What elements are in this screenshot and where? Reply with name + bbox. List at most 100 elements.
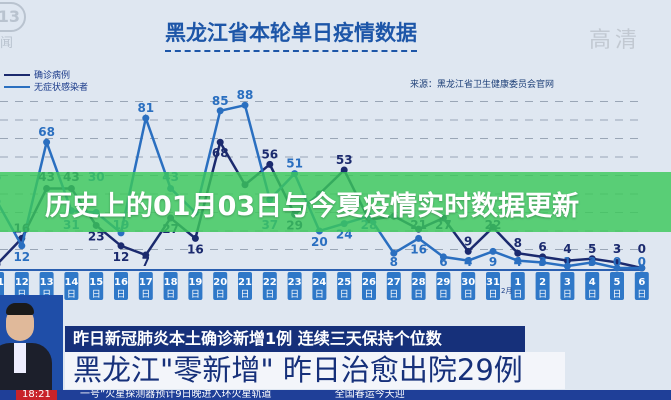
data-label: 53 [336, 153, 353, 167]
x-tick-box [560, 272, 575, 300]
data-label: 16 [187, 242, 204, 256]
data-point [216, 107, 224, 115]
ticker-item: 一号”火星探测器预计9日晚进入环火星轨道 [80, 390, 272, 400]
chart-source: 来源：黑龙江省卫生健康委员会官网 [410, 80, 555, 90]
data-label: 0 [613, 255, 621, 269]
data-label: 68 [212, 146, 229, 160]
x-tick-label: 20 [213, 277, 227, 288]
x-tick-label: 21 [238, 277, 252, 288]
x-tick-label: 25 [337, 277, 351, 288]
data-point [216, 138, 224, 146]
data-label: 0 [638, 255, 646, 269]
x-tick-box [535, 272, 550, 300]
x-tick-label: 2 [539, 277, 546, 288]
x-tick-box [64, 272, 79, 300]
data-label: 7 [142, 255, 150, 269]
headline-sub: 昨日新冠肺炎本土确诊新增1例 连续三天保持个位数 [65, 326, 525, 352]
data-label: 4 [563, 242, 571, 256]
legend-label: 确诊病例 [34, 71, 71, 81]
data-point [191, 234, 199, 242]
data-label: 56 [261, 147, 278, 161]
x-tick-suffix: 日 [538, 289, 547, 300]
x-tick-suffix: 日 [67, 289, 76, 300]
data-label: 4 [464, 255, 472, 269]
x-tick-suffix: 日 [265, 289, 274, 300]
x-tick-suffix: 日 [414, 289, 423, 300]
x-tick-label: 24 [312, 277, 326, 288]
data-point [439, 253, 447, 261]
x-tick-box [287, 272, 302, 300]
x-tick-suffix: 日 [612, 289, 621, 300]
data-point [514, 257, 522, 265]
x-tick-label: 23 [288, 277, 302, 288]
x-tick-suffix: 日 [116, 289, 125, 300]
data-label: 6 [439, 255, 447, 269]
x-tick-box [436, 272, 451, 300]
x-tick-box [486, 272, 500, 300]
overlay-banner-text: 历史上的01月03日与今夏疫情实时数据更新 [45, 191, 580, 222]
data-label: 1 [563, 255, 571, 269]
x-tick-suffix: 日 [17, 289, 26, 300]
x-tick-label: 22 [263, 277, 277, 288]
x-tick-suffix: 日 [340, 289, 349, 300]
data-label: 12 [13, 250, 30, 264]
x-tick-box [337, 272, 352, 300]
data-label: 6 [538, 240, 546, 254]
x-tick-label: 12 [15, 277, 29, 288]
data-label: 20 [311, 235, 328, 249]
x-tick-label: 11 [0, 277, 4, 288]
x-tick-label: 18 [164, 277, 178, 288]
data-point [613, 264, 621, 272]
x-tick-box [262, 272, 277, 300]
x-tick-suffix: 日 [191, 289, 200, 300]
x-tick-label: 30 [461, 277, 475, 288]
data-label: 9 [489, 255, 497, 269]
data-label: 5 [588, 242, 596, 256]
data-label: 4 [514, 255, 522, 269]
x-tick-box [213, 272, 228, 300]
x-tick-box [461, 272, 476, 300]
hd-watermark: 高清 [588, 28, 641, 53]
data-point [43, 138, 51, 146]
overlay-banner [0, 172, 671, 232]
x-tick-suffix: 日 [588, 289, 597, 300]
x-tick-box [510, 272, 525, 300]
x-tick-suffix: 日 [216, 289, 225, 300]
x-tick-box [14, 272, 29, 300]
x-tick-suffix: 日 [315, 289, 324, 300]
data-label: 9 [464, 234, 472, 248]
legend-swatch [4, 73, 30, 76]
data-label: 3 [538, 255, 546, 269]
data-label: 23 [88, 229, 105, 243]
data-point [415, 234, 423, 242]
x-tick-label: 1 [514, 277, 521, 288]
x-tick-label: 28 [412, 277, 426, 288]
data-point [142, 114, 150, 122]
x-tick-box [188, 272, 203, 300]
x-tick-box [386, 272, 401, 300]
x-tick-box [312, 272, 327, 300]
data-label: 8 [390, 255, 398, 269]
clock: 18:21 [16, 390, 57, 400]
chart-title: 黑龙江省本轮单日疫情数据 [165, 17, 417, 52]
x-tick-box [585, 272, 600, 300]
data-label: 3 [613, 242, 621, 256]
data-label: 0 [638, 242, 646, 256]
x-tick-label: 15 [89, 277, 103, 288]
x-tick-label: 19 [188, 277, 202, 288]
data-point [142, 251, 150, 259]
x-tick-label: 17 [139, 277, 153, 288]
x-tick-suffix: 日 [563, 289, 572, 300]
legend-item-asymptomatic: 无症状感染者 [4, 80, 88, 93]
data-point [539, 253, 547, 261]
data-point [464, 257, 472, 265]
channel-logo-sub: 闻 [0, 36, 14, 51]
x-tick-suffix: 日 [439, 289, 448, 300]
data-point [563, 262, 571, 270]
ticker-item: 全国春运今天迎 [334, 390, 405, 400]
x-tick-suffix: 日 [0, 289, 2, 300]
data-label: 88 [237, 88, 254, 102]
data-point [241, 101, 249, 109]
x-tick-box [114, 272, 128, 300]
x-tick-box [411, 272, 426, 300]
